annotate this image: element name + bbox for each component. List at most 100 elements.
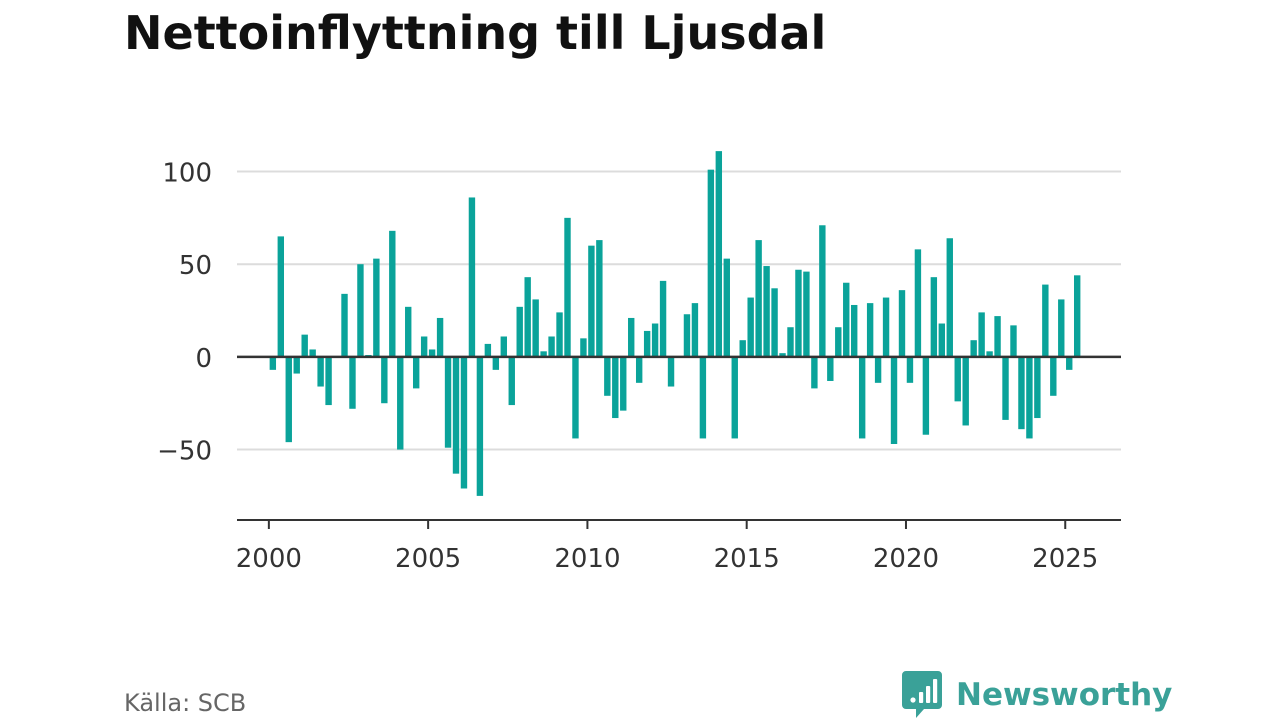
bar	[978, 312, 985, 357]
bar	[317, 356, 324, 387]
brand-name: Newsworthy	[956, 677, 1173, 713]
bar	[349, 356, 356, 409]
bar	[596, 240, 603, 357]
x-tick-label: 2025	[1032, 544, 1098, 574]
bar	[580, 338, 587, 357]
bar	[747, 297, 754, 357]
bar	[325, 356, 332, 406]
bar	[898, 290, 906, 357]
bar	[620, 356, 627, 411]
newsworthy-logo: Newsworthy	[902, 670, 1172, 720]
bar	[1010, 325, 1017, 357]
bar	[357, 264, 364, 357]
bar	[683, 314, 691, 357]
bar	[373, 258, 380, 357]
bar	[946, 238, 953, 357]
x-tick-label: 2015	[714, 544, 780, 574]
bar	[444, 356, 452, 448]
bar	[285, 356, 292, 443]
bar	[787, 327, 794, 357]
bar	[341, 293, 348, 357]
bar	[707, 169, 715, 357]
bar	[556, 312, 563, 357]
bar	[1073, 275, 1081, 357]
bar	[476, 356, 484, 496]
bar	[1050, 356, 1057, 396]
bar	[1042, 284, 1049, 357]
bar	[938, 323, 946, 357]
bar	[484, 343, 492, 357]
bar	[858, 356, 866, 439]
bar	[986, 351, 993, 357]
bar	[835, 327, 842, 357]
x-tick-label: 2000	[236, 544, 302, 574]
bar	[1018, 356, 1025, 430]
y-tick-label: 50	[179, 251, 212, 281]
bar	[882, 297, 890, 357]
bar	[994, 316, 1001, 357]
bar	[412, 356, 420, 389]
bar	[755, 240, 762, 357]
source-note: Källa: SCB	[124, 689, 247, 717]
bar	[428, 349, 436, 357]
y-tick-label: 100	[162, 159, 212, 189]
x-tick-label: 2005	[395, 544, 461, 574]
y-tick-label: −50	[157, 437, 212, 467]
bar	[524, 277, 531, 357]
bar	[492, 356, 500, 370]
bar	[540, 351, 547, 357]
bar	[301, 334, 308, 357]
bar	[389, 230, 396, 357]
bar	[588, 245, 595, 357]
bar	[914, 249, 922, 357]
bar	[643, 330, 651, 357]
y-tick-label: 0	[195, 344, 212, 374]
bar	[851, 304, 858, 357]
bar	[667, 356, 675, 387]
bar	[420, 336, 428, 357]
bar	[827, 356, 834, 381]
bar	[922, 356, 930, 435]
bar	[309, 349, 316, 357]
bar	[731, 356, 738, 439]
chart-title: Nettoinflyttning till Ljusdal	[124, 6, 827, 60]
bar	[651, 323, 659, 357]
bar	[508, 356, 515, 406]
bar	[548, 336, 555, 357]
bar	[397, 356, 404, 450]
bar	[691, 303, 699, 357]
bar	[436, 317, 444, 357]
bar	[516, 306, 523, 357]
x-tick-label: 2010	[554, 544, 620, 574]
bar	[500, 336, 507, 357]
x-tick-label: 2020	[873, 544, 939, 574]
bar	[779, 353, 786, 357]
bar	[564, 217, 571, 357]
bar	[1026, 356, 1033, 439]
bar	[1002, 356, 1009, 420]
bar	[699, 356, 707, 439]
bar	[452, 356, 460, 474]
bar	[1066, 356, 1073, 370]
bar	[468, 197, 476, 357]
bar	[604, 356, 611, 396]
bar	[954, 356, 961, 402]
bar	[763, 266, 770, 357]
bar	[843, 282, 850, 357]
bar	[628, 317, 635, 357]
bar	[819, 225, 826, 357]
chart-bubble-icon	[902, 671, 942, 718]
bar	[293, 356, 300, 374]
bar	[532, 299, 539, 357]
bar	[811, 356, 818, 389]
bar	[771, 288, 778, 357]
bar	[269, 356, 277, 370]
bar	[906, 356, 914, 383]
bar	[381, 356, 388, 404]
bar	[930, 277, 938, 357]
bar	[659, 280, 667, 357]
bar	[962, 356, 969, 426]
bar	[715, 151, 723, 357]
bar	[890, 356, 898, 444]
